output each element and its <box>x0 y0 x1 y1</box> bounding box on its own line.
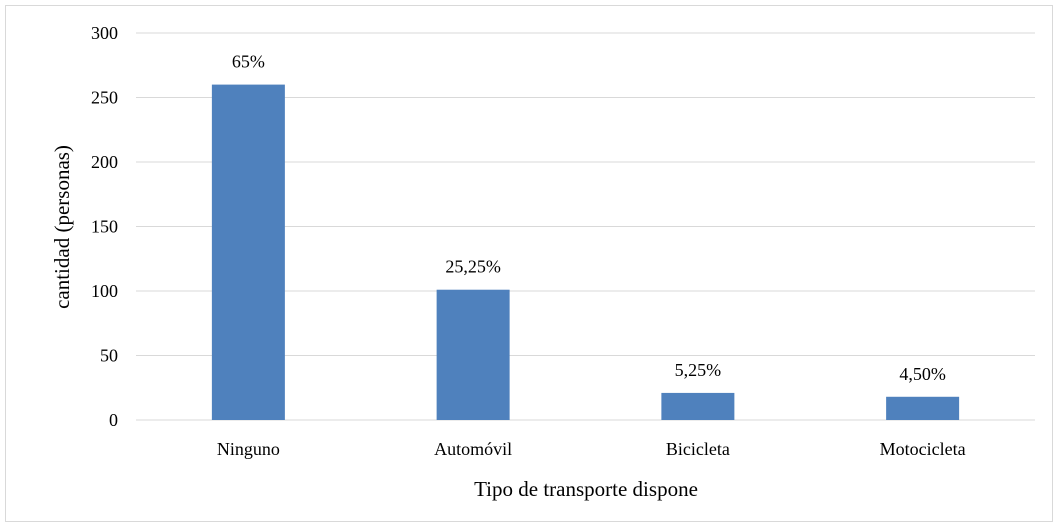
bar <box>436 289 510 420</box>
gridlines <box>136 32 1035 421</box>
bar-data-label: 65% <box>232 52 265 72</box>
x-axis-ticks: Ninguno Automóvil Bicicleta Motocicleta <box>217 439 966 459</box>
data-labels: 65% 25,25% 5,25% 4,50% <box>232 52 946 384</box>
bar <box>886 396 960 420</box>
y-tick-label: 250 <box>91 88 118 108</box>
bar-data-label: 25,25% <box>445 257 501 277</box>
y-axis-ticks: 0 50 100 150 200 250 300 <box>91 23 118 430</box>
bar-data-label: 4,50% <box>899 364 946 384</box>
x-tick-label: Automóvil <box>434 439 512 459</box>
bar <box>211 84 285 420</box>
bar-data-label: 5,25% <box>675 360 722 380</box>
chart-frame <box>5 5 1053 522</box>
y-tick-label: 200 <box>91 152 118 172</box>
y-tick-label: 0 <box>109 410 118 430</box>
bars <box>211 84 960 420</box>
x-tick-label: Bicicleta <box>666 439 730 459</box>
y-axis-title: cantidad (personas) <box>50 145 74 309</box>
y-tick-label: 300 <box>91 23 118 43</box>
x-tick-label: Motocicleta <box>880 439 966 459</box>
y-tick-label: 150 <box>91 217 118 237</box>
y-tick-label: 100 <box>91 281 118 301</box>
y-tick-label: 50 <box>100 346 118 366</box>
x-tick-label: Ninguno <box>217 439 280 459</box>
x-axis-title: Tipo de transporte dispone <box>474 477 698 501</box>
bar <box>661 392 735 420</box>
